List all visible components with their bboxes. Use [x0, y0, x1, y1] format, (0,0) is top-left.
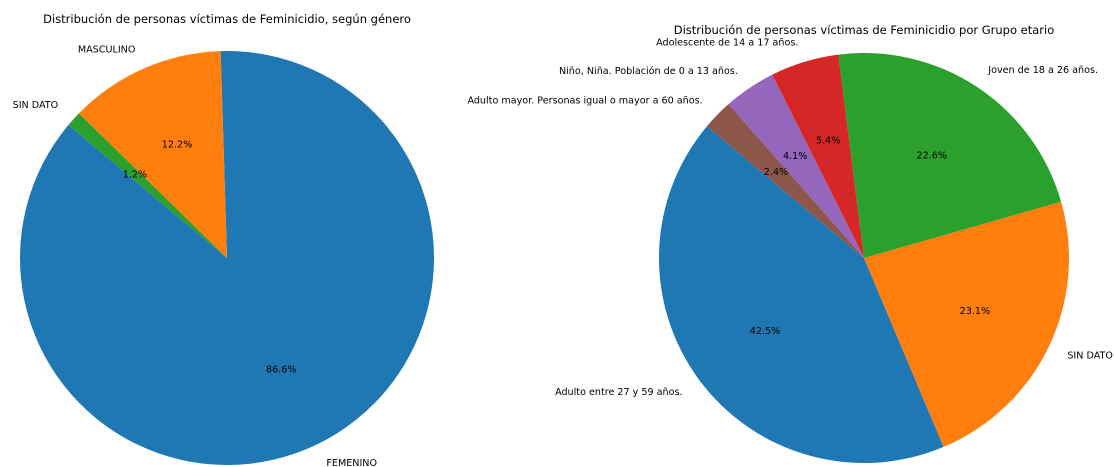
chart-title-grupo-etario: Distribución de personas víctimas de Fem… [674, 23, 1055, 37]
chart-title-genero: Distribución de personas víctimas de Fem… [43, 12, 411, 26]
pie-slice-nino-nina-poblacion-de-0-a-13-anos [728, 74, 864, 259]
pie-slice-adulto-mayor-personas-igual-o-mayor-a-60-anos [706, 104, 864, 258]
pie-pct-label-joven-de-18-a-26-anos: 22.6% [917, 150, 947, 161]
pie-pct-label-femenino: 86.6% [266, 365, 296, 376]
pie-pct-label-nino-nina-poblacion-de-0-a-13-anos: 4.1% [783, 151, 807, 162]
pie-slice-label-sin-dato: SIN DATO [13, 100, 59, 111]
pie-pct-label-adulto-entre-27-y-59-anos: 42.5% [750, 326, 780, 337]
pie-slice-label-masculino: MASCULINO [78, 45, 136, 56]
pie-slice-label-adolescente-de-14-a-17-anos: Adolescente de 14 a 17 años. [656, 37, 798, 48]
pie-slice-sin-dato [864, 201, 1069, 447]
pie-pct-label-sin-dato: 1.2% [123, 170, 147, 181]
pie-slice-masculino [78, 51, 228, 258]
pie-pct-label-adolescente-de-14-a-17-anos: 5.4% [816, 135, 840, 146]
pie-pct-label-adulto-mayor-personas-igual-o-mayor-a-60-anos: 2.4% [764, 167, 788, 178]
pie-slice-joven-de-18-a-26-anos [838, 53, 1062, 259]
pie-slice-adulto-entre-27-y-59-anos [659, 126, 944, 463]
pie-slice-label-adulto-mayor-personas-igual-o-mayor-a-60-anos: Adulto mayor. Personas igual o mayor a 6… [467, 95, 702, 106]
pie-slice-sin-dato [68, 113, 227, 258]
pie-slice-label-adulto-entre-27-y-59-anos: Adulto entre 27 y 59 años. [555, 387, 682, 398]
pie-slice-label-joven-de-18-a-26-anos: Joven de 18 a 26 años. [987, 65, 1098, 76]
pie-chart-genero: Distribución de personas víctimas de Fem… [13, 12, 434, 467]
pie-chart-grupo-etario: Distribución de personas víctimas de Fem… [467, 23, 1113, 463]
pie-slice-label-sin-dato: SIN DATO [1067, 350, 1113, 361]
pie-pct-label-sin-dato: 23.1% [960, 306, 990, 317]
pie-slice-label-nino-nina-poblacion-de-0-a-13-anos: Niño, Niña. Población de 0 a 13 años. [559, 65, 738, 77]
pie-slice-label-femenino: FEMENINO [326, 458, 377, 467]
pie-slice-adolescente-de-14-a-17-anos [772, 54, 864, 259]
pie-pct-label-masculino: 12.2% [162, 139, 192, 150]
